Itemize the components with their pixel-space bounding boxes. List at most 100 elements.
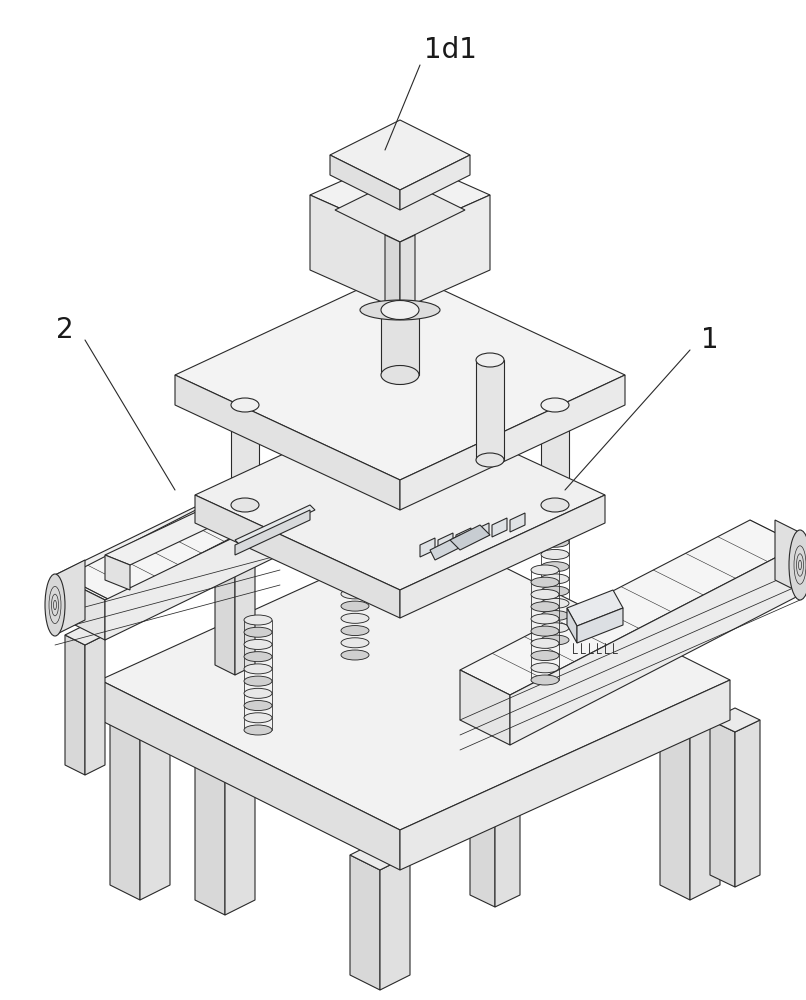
- Polygon shape: [710, 708, 760, 732]
- Ellipse shape: [296, 353, 324, 367]
- Ellipse shape: [541, 623, 569, 633]
- Polygon shape: [195, 400, 605, 590]
- Ellipse shape: [244, 688, 272, 698]
- Ellipse shape: [531, 577, 559, 587]
- Polygon shape: [350, 840, 410, 870]
- Polygon shape: [175, 270, 625, 480]
- Polygon shape: [381, 310, 419, 375]
- Polygon shape: [470, 728, 520, 752]
- Polygon shape: [55, 575, 105, 640]
- Polygon shape: [775, 520, 805, 595]
- Ellipse shape: [341, 638, 369, 648]
- Ellipse shape: [231, 398, 259, 412]
- Ellipse shape: [244, 676, 272, 686]
- Polygon shape: [577, 608, 623, 643]
- Ellipse shape: [476, 453, 504, 467]
- Ellipse shape: [789, 530, 806, 600]
- Ellipse shape: [541, 549, 569, 559]
- Polygon shape: [235, 510, 310, 555]
- Ellipse shape: [531, 663, 559, 673]
- Polygon shape: [140, 715, 170, 900]
- Polygon shape: [510, 545, 800, 745]
- Polygon shape: [195, 495, 400, 618]
- Polygon shape: [400, 680, 730, 870]
- Polygon shape: [231, 405, 259, 505]
- Polygon shape: [385, 235, 400, 308]
- Polygon shape: [400, 235, 415, 308]
- Polygon shape: [460, 520, 800, 695]
- Polygon shape: [195, 725, 255, 755]
- Ellipse shape: [381, 365, 419, 384]
- Polygon shape: [100, 680, 400, 870]
- Polygon shape: [400, 155, 470, 210]
- Ellipse shape: [541, 574, 569, 584]
- Ellipse shape: [360, 300, 440, 320]
- Polygon shape: [492, 518, 507, 537]
- Polygon shape: [175, 375, 400, 510]
- Polygon shape: [567, 590, 623, 626]
- Polygon shape: [476, 360, 504, 460]
- Polygon shape: [330, 120, 470, 190]
- Polygon shape: [400, 375, 625, 510]
- Polygon shape: [335, 178, 465, 242]
- Ellipse shape: [341, 589, 369, 599]
- Ellipse shape: [531, 589, 559, 599]
- Polygon shape: [380, 855, 410, 990]
- Ellipse shape: [341, 577, 369, 587]
- Polygon shape: [567, 608, 577, 643]
- Ellipse shape: [244, 701, 272, 711]
- Ellipse shape: [244, 615, 272, 625]
- Polygon shape: [420, 538, 435, 557]
- Polygon shape: [350, 855, 380, 990]
- Ellipse shape: [476, 353, 504, 367]
- Polygon shape: [105, 555, 130, 590]
- Ellipse shape: [341, 650, 369, 660]
- Polygon shape: [235, 505, 315, 545]
- Ellipse shape: [531, 651, 559, 661]
- Polygon shape: [195, 740, 225, 915]
- Polygon shape: [105, 470, 310, 565]
- Polygon shape: [660, 700, 720, 730]
- Polygon shape: [438, 533, 453, 552]
- Polygon shape: [400, 195, 490, 310]
- Ellipse shape: [231, 498, 259, 512]
- Polygon shape: [225, 740, 255, 915]
- Polygon shape: [65, 625, 105, 645]
- Polygon shape: [65, 495, 270, 600]
- Polygon shape: [310, 155, 490, 235]
- Ellipse shape: [341, 540, 369, 550]
- Ellipse shape: [541, 525, 569, 535]
- Ellipse shape: [531, 565, 559, 575]
- Polygon shape: [110, 715, 140, 900]
- Polygon shape: [690, 715, 720, 900]
- Ellipse shape: [341, 613, 369, 623]
- Ellipse shape: [531, 638, 559, 648]
- Ellipse shape: [341, 552, 369, 562]
- Polygon shape: [105, 515, 280, 640]
- Ellipse shape: [381, 300, 419, 320]
- Polygon shape: [450, 525, 490, 550]
- Ellipse shape: [244, 713, 272, 723]
- Ellipse shape: [541, 537, 569, 547]
- Ellipse shape: [541, 562, 569, 572]
- Polygon shape: [474, 523, 489, 542]
- Polygon shape: [330, 155, 400, 210]
- Polygon shape: [215, 555, 235, 675]
- Text: 2: 2: [56, 316, 74, 344]
- Ellipse shape: [45, 574, 65, 636]
- Polygon shape: [735, 720, 760, 887]
- Ellipse shape: [541, 586, 569, 596]
- Ellipse shape: [244, 627, 272, 637]
- Ellipse shape: [531, 675, 559, 685]
- Ellipse shape: [531, 614, 559, 624]
- Ellipse shape: [541, 498, 569, 512]
- Polygon shape: [400, 495, 605, 618]
- Polygon shape: [660, 715, 690, 900]
- Polygon shape: [710, 720, 735, 887]
- Polygon shape: [495, 740, 520, 907]
- Polygon shape: [541, 405, 569, 505]
- Ellipse shape: [244, 639, 272, 649]
- Polygon shape: [100, 530, 730, 830]
- Ellipse shape: [541, 398, 569, 412]
- Polygon shape: [470, 740, 495, 907]
